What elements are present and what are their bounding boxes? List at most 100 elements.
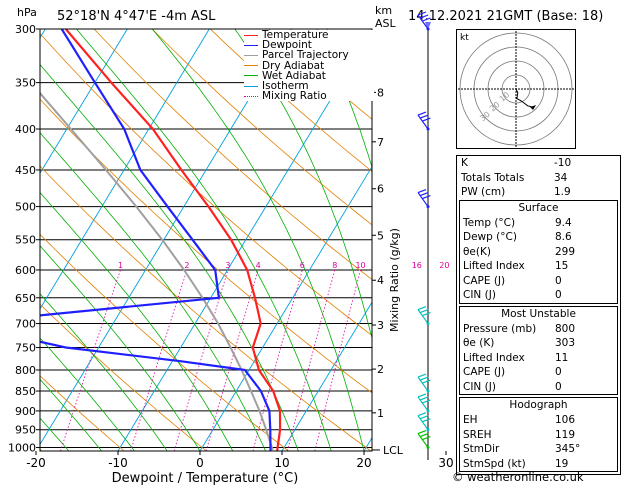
km-tick-label: 7	[377, 136, 384, 149]
x-tick-label: 0	[196, 456, 204, 470]
index-label: Totals Totals	[461, 171, 525, 184]
x-axis-title: Dewpoint / Temperature (°C)	[112, 471, 299, 486]
legend: Temperature Dewpoint Parcel Trajectory Dry …	[244, 30, 374, 101]
km-tick-label: 2	[377, 363, 384, 376]
legend-item: Wet Adiabat	[244, 70, 374, 81]
wet-adiabat-line	[40, 337, 135, 451]
legend-swatch	[244, 54, 258, 56]
wind-top-marker	[425, 22, 431, 30]
index-value: 800	[555, 322, 576, 335]
index-row: CAPE (J) 0	[460, 365, 617, 380]
wet-adiabat-line	[76, 29, 332, 451]
isotherm-line	[199, 165, 372, 451]
pressure-tick-label: 400	[15, 123, 36, 136]
km-tick-label: 8	[377, 86, 384, 99]
hodograph-box: Hodograph EH 106 SREH 119 StmDir 345° StmSpd (k…	[459, 397, 618, 472]
index-label: StmDir	[463, 443, 500, 455]
pressure-tick-label: 1000	[8, 442, 36, 455]
x-tick-label: 30	[438, 456, 453, 470]
pressure-tick-label: 650	[15, 292, 36, 305]
index-row: SREH 119	[460, 428, 617, 443]
legend-swatch	[244, 65, 258, 67]
km-tick-label: 1	[377, 407, 384, 420]
index-label: SREH	[463, 428, 492, 441]
pressure-tick-label: 550	[15, 234, 36, 247]
most-unstable-box: Most Unstable Pressure (mb) 800 θe (K) 303 Li…	[459, 305, 618, 395]
wind-barb	[417, 11, 431, 31]
legend-item: Parcel Trajectory	[244, 49, 374, 62]
index-row: θe (K) 303	[460, 336, 617, 351]
index-label: Temp (°C)	[463, 216, 516, 229]
pressure-tick-label: 700	[15, 318, 36, 331]
wet-adiabat-line	[40, 63, 299, 451]
index-label: K	[461, 157, 468, 169]
isotherm-line	[40, 29, 128, 175]
x-tick-label: -10	[108, 456, 128, 470]
index-label: θe (K)	[463, 337, 495, 349]
dry-adiabat-line	[93, 29, 372, 281]
lcl-label: LCL	[383, 444, 404, 457]
dry-adiabat-line	[40, 233, 289, 451]
index-label: CIN (J)	[463, 380, 496, 393]
legend-item: Dewpoint	[244, 39, 374, 52]
index-row: StmDir 345°	[460, 442, 617, 457]
dry-adiabat-line	[151, 29, 372, 226]
section-title: Surface	[518, 201, 559, 214]
legend-item: Dry Adiabat	[244, 60, 374, 71]
legend-swatch	[244, 75, 258, 77]
wind-barb	[417, 305, 431, 326]
wet-adiabat-line	[316, 29, 372, 169]
isotherm-line	[281, 301, 372, 451]
right-axis-title: Mixing Ratio (g/kg)	[388, 228, 401, 332]
index-value: 303	[555, 337, 576, 349]
index-row: Totals Totals 34	[457, 171, 620, 186]
index-row: CIN (J) 0	[460, 288, 617, 303]
mixing-ratio-line	[173, 269, 229, 451]
dry-adiabat-line	[40, 303, 207, 451]
legend-label: Parcel Trajectory	[262, 49, 349, 62]
legend-item: Temperature	[244, 30, 374, 40]
km-label: km	[375, 4, 393, 17]
legend-item: Isotherm	[244, 81, 374, 91]
pressure-tick-label: 300	[15, 23, 36, 36]
index-label: EH	[463, 414, 478, 426]
index-value: 19	[555, 457, 569, 470]
index-row: Temp (°C) 9.4	[460, 216, 617, 231]
mixing-ratio-label: 1	[118, 261, 123, 270]
index-label: CIN (J)	[463, 289, 496, 301]
mixing-ratio-line	[252, 269, 303, 451]
pressure-tick-label: 450	[15, 164, 36, 177]
index-label: Lifted Index	[463, 351, 525, 364]
index-row: EH 106	[460, 413, 617, 428]
index-row: Lifted Index 11	[460, 351, 617, 366]
legend-label: Mixing Ratio	[262, 90, 327, 103]
index-label: PW (cm)	[461, 186, 506, 198]
mixing-ratio-label: 3	[225, 261, 230, 270]
index-value: 11	[555, 351, 569, 364]
index-label: Pressure (mb)	[463, 322, 537, 335]
legend-swatch	[244, 95, 258, 97]
wind-barb	[417, 189, 431, 209]
index-row: Lifted Index 15	[460, 259, 617, 274]
index-label: CAPE (J)	[463, 366, 506, 378]
index-value: 106	[555, 414, 576, 426]
mixing-ratio-label: 6	[300, 261, 305, 270]
index-value: 345°	[555, 443, 581, 455]
index-value: 15	[555, 260, 569, 272]
index-value: 1.9	[554, 186, 571, 198]
wet-adiabat-line	[234, 29, 372, 340]
index-label: θe(K)	[463, 245, 491, 258]
legend-label: Dewpoint	[262, 39, 312, 52]
index-label: CAPE (J)	[463, 274, 506, 287]
index-value: 119	[555, 428, 576, 441]
dewpoint-line	[40, 29, 272, 451]
wet-adiabat-line	[40, 293, 168, 451]
index-value: 9.4	[555, 216, 572, 229]
index-label: StmSpd (kt)	[463, 457, 526, 470]
pressure-tick-label: 750	[15, 342, 36, 355]
x-tick-label: -20	[26, 456, 46, 470]
section-title: Hodograph	[509, 399, 568, 411]
mixing-ratio-label: 20	[439, 261, 449, 270]
wet-adiabat-line	[40, 132, 266, 451]
